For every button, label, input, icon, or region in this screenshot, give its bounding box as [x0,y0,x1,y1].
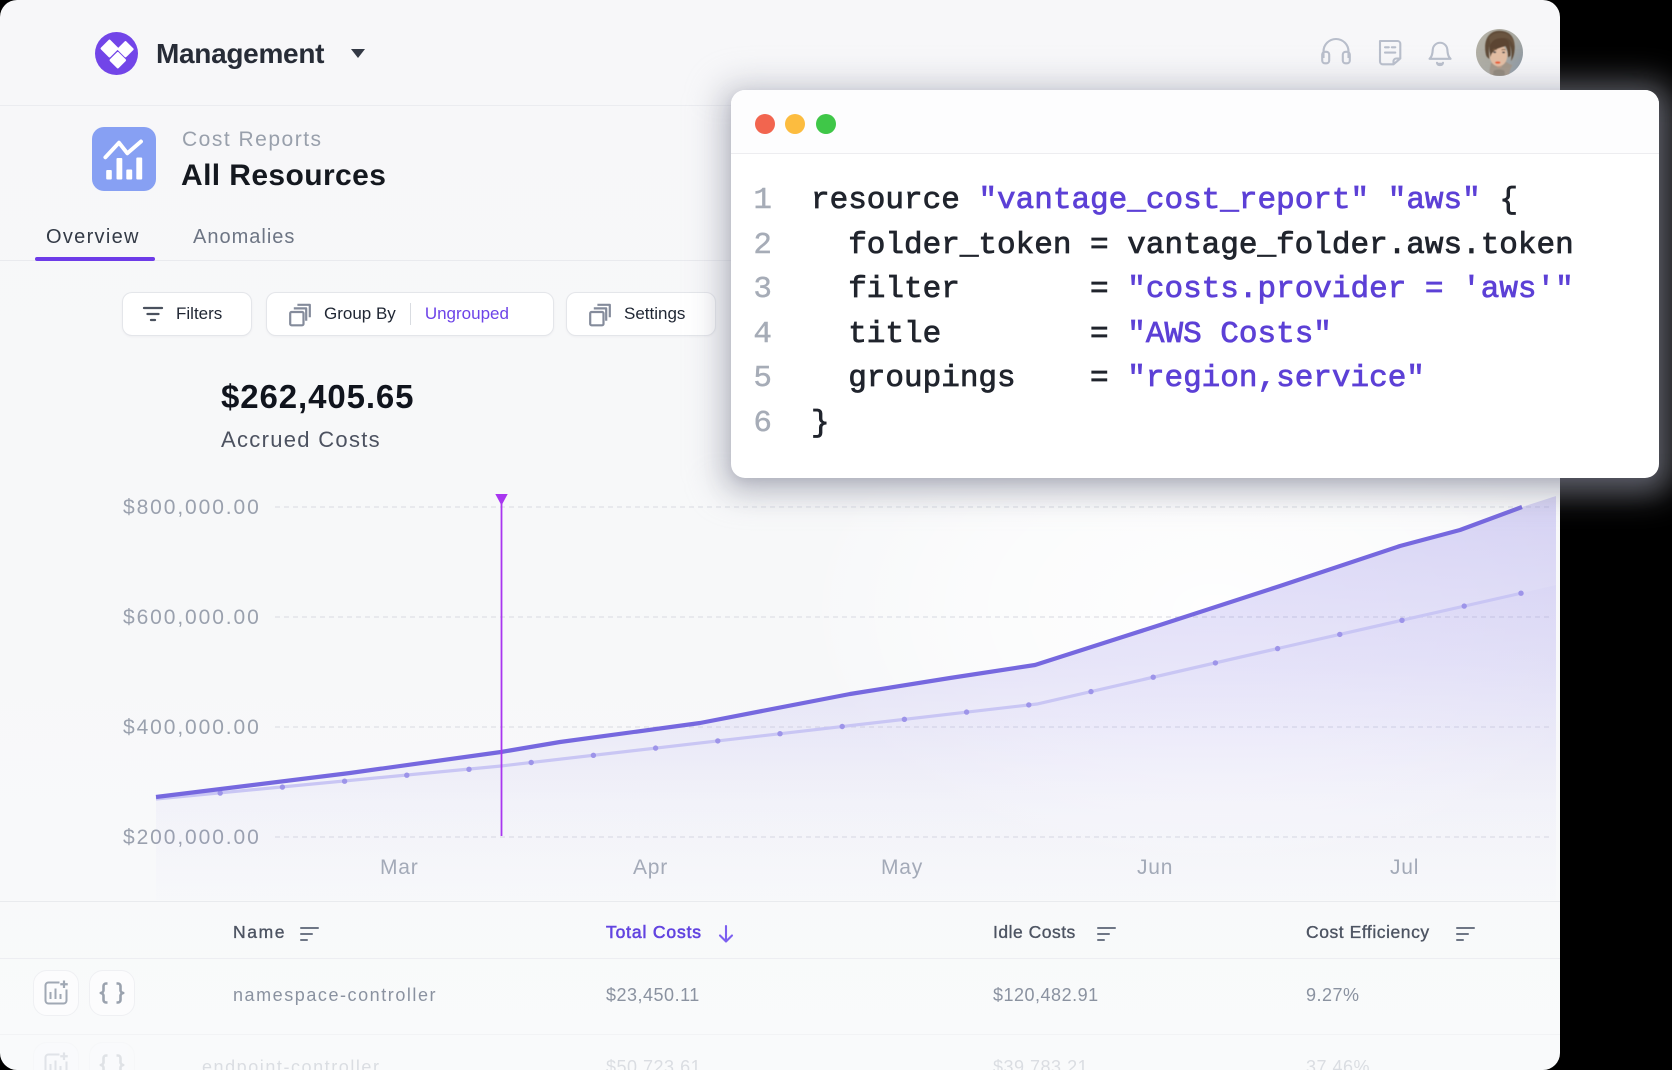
svg-text:$600,000.00: $600,000.00 [123,606,261,629]
svg-text:$800,000.00: $800,000.00 [123,496,261,519]
svg-text:$400,000.00: $400,000.00 [123,716,261,739]
